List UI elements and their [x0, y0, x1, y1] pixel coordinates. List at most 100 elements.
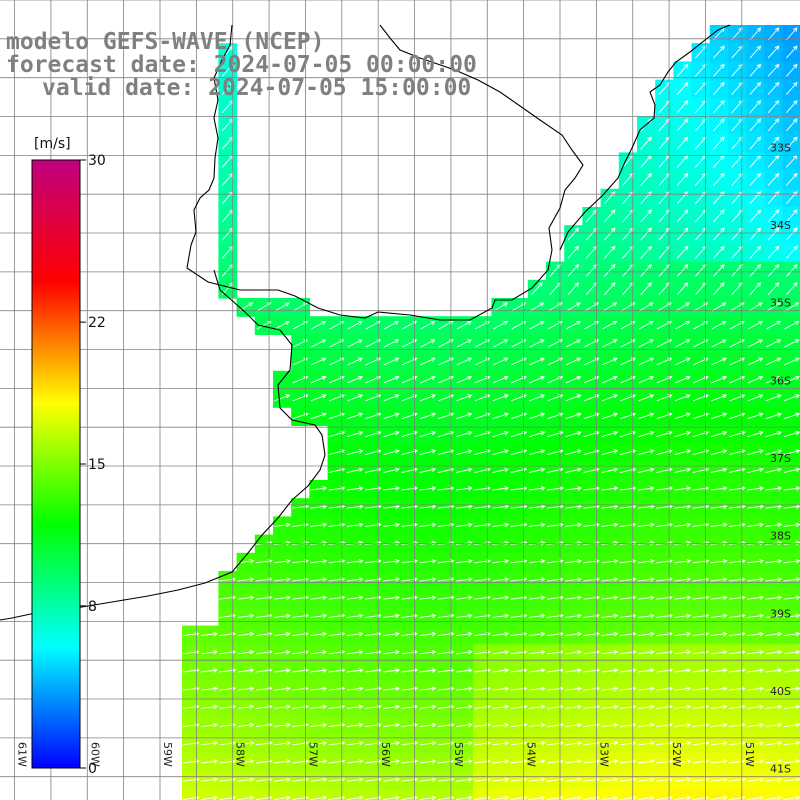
wind-arrow	[346, 740, 364, 746]
wind-arrow	[638, 722, 655, 728]
wind-arrow	[565, 777, 583, 782]
wind-arrow	[766, 339, 782, 348]
wind-cell	[600, 334, 620, 354]
wind-arrow	[456, 467, 473, 473]
wind-arrow	[274, 394, 291, 402]
wind-arrow	[638, 595, 655, 600]
wind-arrow	[456, 394, 473, 402]
wind-arrow	[201, 759, 219, 764]
wind-cell	[564, 407, 583, 426]
wind-arrow	[765, 740, 783, 746]
wind-arrow	[492, 686, 510, 691]
wind-arrow	[383, 577, 401, 582]
wind-arrow	[784, 375, 800, 384]
wind-arrow	[767, 227, 780, 241]
wind-arrow	[237, 686, 255, 691]
wind-arrow	[567, 227, 580, 241]
wind-cell	[728, 407, 747, 426]
wind-arrow	[692, 759, 710, 764]
wind-cell	[709, 243, 729, 263]
wind-cell	[436, 316, 456, 335]
wind-arrow	[456, 704, 473, 710]
wind-cell	[764, 79, 784, 99]
wind-cell	[546, 789, 565, 800]
wind-arrow	[528, 430, 546, 438]
wind-arrow	[310, 577, 328, 582]
wind-arrow	[419, 522, 437, 528]
wind-cell	[473, 407, 492, 426]
wind-cell	[218, 116, 238, 135]
wind-arrow	[201, 668, 219, 673]
wind-cell	[746, 298, 765, 317]
wind-cell	[709, 352, 729, 372]
wind-arrow	[784, 339, 800, 348]
wind-cell	[309, 407, 329, 426]
wind-arrow	[383, 722, 401, 728]
wind-arrow	[528, 504, 546, 509]
wind-cell	[582, 389, 602, 408]
wind-arrow	[710, 759, 728, 764]
wind-arrow	[638, 631, 655, 637]
wind-cell	[728, 188, 747, 208]
wind-cell	[728, 116, 747, 135]
wind-arrow	[729, 522, 746, 528]
wind-arrow	[747, 522, 765, 528]
wind-cell	[364, 461, 383, 481]
wind-cell	[673, 279, 693, 299]
wind-arrow	[565, 704, 583, 710]
wind-arrow	[565, 449, 582, 456]
wind-arrow	[419, 795, 437, 800]
wind-cell	[327, 316, 347, 335]
wind-cell	[655, 461, 674, 481]
wind-arrow	[767, 118, 780, 132]
wind-arrow	[201, 777, 219, 782]
wind-cell	[728, 207, 747, 226]
wind-cell	[582, 789, 602, 800]
wind-arrow	[528, 595, 546, 600]
wind-cell	[218, 188, 238, 208]
wind-arrow	[638, 504, 655, 509]
wind-arrow	[383, 394, 400, 402]
wind-arrow	[346, 631, 364, 637]
wind-cell	[509, 298, 529, 317]
wind-arrow	[692, 777, 710, 782]
wind-arrow	[749, 209, 762, 223]
wind-arrow	[383, 595, 401, 600]
wind-cell	[673, 443, 693, 463]
wind-arrow	[528, 722, 546, 728]
wind-cell	[564, 243, 583, 263]
wind-cell	[364, 425, 383, 445]
colorbar-unit: [m/s]	[34, 136, 71, 152]
wind-cell	[309, 316, 329, 335]
wind-arrow	[310, 394, 327, 402]
wind-cell	[546, 443, 565, 463]
wind-arrow	[767, 209, 780, 223]
wind-arrow	[676, 136, 689, 150]
wind-arrow	[237, 722, 255, 728]
wind-arrow	[766, 320, 782, 330]
wind-arrow	[710, 722, 728, 728]
wind-cell	[764, 334, 784, 354]
wind-arrow	[311, 339, 327, 348]
wind-cell	[691, 298, 711, 317]
wind-cell	[600, 243, 620, 263]
wind-cell	[637, 188, 656, 208]
wind-arrow	[692, 649, 710, 655]
wind-arrow	[329, 339, 345, 348]
wind-cell	[309, 789, 329, 800]
wind-arrow	[402, 320, 418, 330]
wind-arrow	[785, 209, 798, 223]
wind-cell	[582, 407, 602, 426]
wind-arrow	[767, 136, 780, 150]
wind-cell	[746, 443, 765, 463]
wind-arrow	[785, 282, 798, 296]
wind-cell	[418, 334, 438, 354]
wind-arrow	[346, 504, 364, 509]
wind-cell	[582, 370, 602, 390]
colorbar-tick-label: 22	[88, 315, 106, 331]
latitude-label: 35S	[770, 297, 791, 310]
wind-arrow	[201, 649, 219, 655]
wind-arrow	[474, 320, 491, 330]
wind-cell	[600, 279, 620, 299]
